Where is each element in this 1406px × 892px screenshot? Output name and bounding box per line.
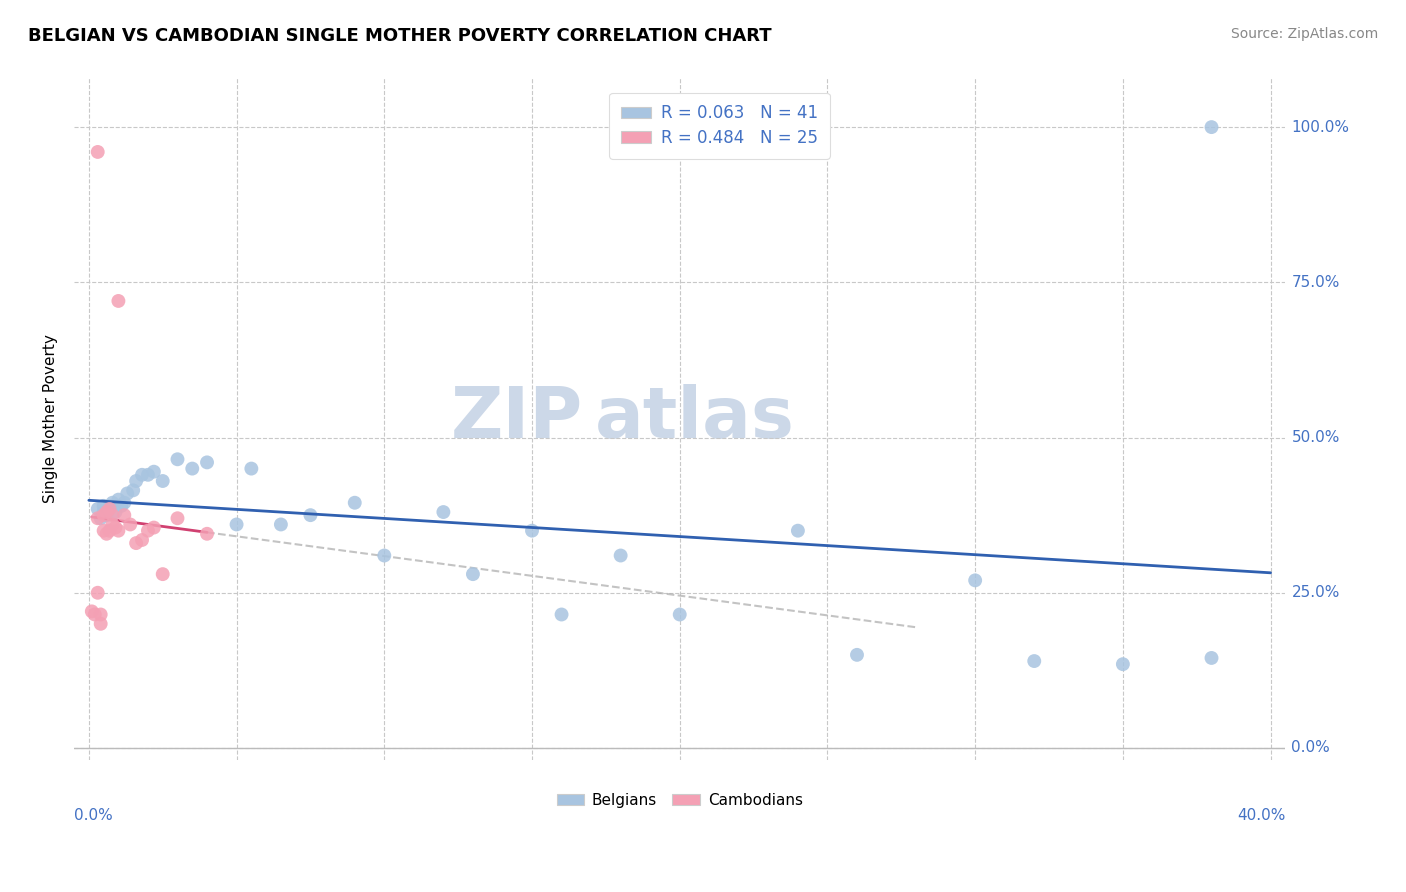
Point	[96, 526, 118, 541]
Point	[965, 574, 987, 588]
Point	[136, 524, 159, 538]
Point	[98, 502, 121, 516]
Text: Source: ZipAtlas.com: Source: ZipAtlas.com	[1230, 27, 1378, 41]
Point	[87, 502, 110, 516]
Point	[98, 499, 121, 513]
Text: 75.0%: 75.0%	[1292, 275, 1340, 290]
Text: BELGIAN VS CAMBODIAN SINGLE MOTHER POVERTY CORRELATION CHART: BELGIAN VS CAMBODIAN SINGLE MOTHER POVER…	[28, 27, 772, 45]
Point	[166, 452, 188, 467]
Point	[131, 467, 153, 482]
Text: 0.0%: 0.0%	[1292, 740, 1330, 756]
Point	[520, 524, 543, 538]
Point	[668, 607, 690, 622]
Point	[98, 524, 121, 538]
Point	[1201, 120, 1223, 134]
Point	[93, 505, 115, 519]
Point	[96, 502, 118, 516]
Point	[461, 567, 484, 582]
Point	[93, 508, 115, 523]
Point	[90, 511, 112, 525]
Point	[101, 496, 124, 510]
Point	[87, 511, 110, 525]
Point	[1112, 657, 1135, 672]
Point	[112, 508, 135, 523]
Point	[432, 505, 454, 519]
Point	[107, 524, 129, 538]
Point	[117, 486, 139, 500]
Point	[1201, 651, 1223, 665]
Point	[373, 549, 395, 563]
Text: 0.0%: 0.0%	[75, 808, 112, 823]
Point	[112, 496, 135, 510]
Text: 40.0%: 40.0%	[1237, 808, 1285, 823]
Point	[96, 508, 118, 523]
Point	[96, 505, 118, 519]
Point	[131, 533, 153, 547]
Point	[83, 607, 105, 622]
Legend: Belgians, Cambodians: Belgians, Cambodians	[551, 787, 808, 814]
Point	[609, 549, 631, 563]
Point	[104, 505, 127, 519]
Point	[299, 508, 322, 523]
Point	[181, 461, 204, 475]
Text: 50.0%: 50.0%	[1292, 430, 1340, 445]
Point	[195, 455, 218, 469]
Point	[93, 524, 115, 538]
Point	[225, 517, 247, 532]
Point	[166, 511, 188, 525]
Point	[90, 616, 112, 631]
Point	[110, 499, 132, 513]
Point	[87, 145, 110, 159]
Point	[240, 461, 263, 475]
Point	[142, 520, 165, 534]
Point	[90, 607, 112, 622]
Point	[136, 467, 159, 482]
Point	[195, 526, 218, 541]
Text: 25.0%: 25.0%	[1292, 585, 1340, 600]
Point	[152, 567, 174, 582]
Text: atlas: atlas	[595, 384, 794, 453]
Point	[104, 520, 127, 534]
Point	[101, 508, 124, 523]
Point	[93, 499, 115, 513]
Point	[107, 293, 129, 308]
Point	[101, 517, 124, 532]
Point	[120, 517, 142, 532]
Point	[125, 474, 148, 488]
Point	[80, 604, 103, 618]
Text: ZIP: ZIP	[450, 384, 583, 453]
Point	[122, 483, 145, 498]
Point	[550, 607, 572, 622]
Point	[142, 465, 165, 479]
Point	[270, 517, 292, 532]
Point	[787, 524, 810, 538]
Point	[87, 586, 110, 600]
Point	[107, 492, 129, 507]
Text: 100.0%: 100.0%	[1292, 120, 1350, 135]
Point	[1024, 654, 1046, 668]
Point	[125, 536, 148, 550]
Point	[846, 648, 869, 662]
Point	[343, 496, 366, 510]
Y-axis label: Single Mother Poverty: Single Mother Poverty	[44, 334, 58, 503]
Point	[152, 474, 174, 488]
